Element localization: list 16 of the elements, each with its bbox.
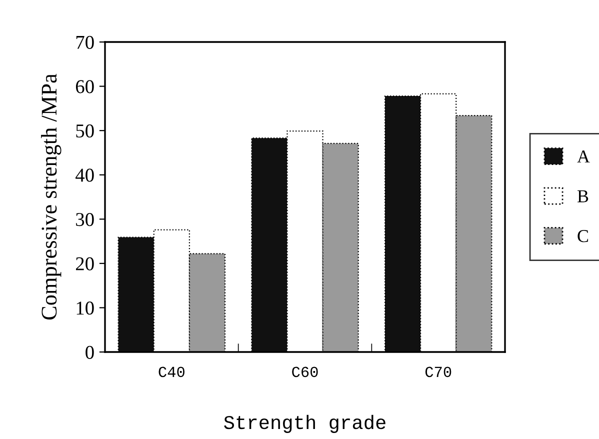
x-tick-label: C40 bbox=[158, 366, 184, 378]
x-tick-label: C70 bbox=[425, 366, 452, 378]
x-tick-label: C60 bbox=[292, 366, 318, 378]
legend-label: C bbox=[578, 230, 588, 242]
y-tick-label: 60 bbox=[76, 80, 94, 94]
y-tick-label: 40 bbox=[76, 168, 94, 182]
y-tick-label: 20 bbox=[76, 257, 94, 270]
legend-label: A bbox=[577, 150, 590, 162]
y-tick-label: 30 bbox=[76, 212, 94, 226]
y-tick-label: 0 bbox=[86, 346, 94, 359]
y-tick-label: 50 bbox=[76, 124, 94, 138]
y-tick-label: 70 bbox=[76, 36, 94, 49]
legend-label: B bbox=[577, 190, 588, 202]
x-axis-title: Strength grade bbox=[224, 414, 386, 433]
y-tick-label: 10 bbox=[76, 302, 94, 315]
y-axis-title: Compressive strength /MPa bbox=[41, 74, 62, 320]
